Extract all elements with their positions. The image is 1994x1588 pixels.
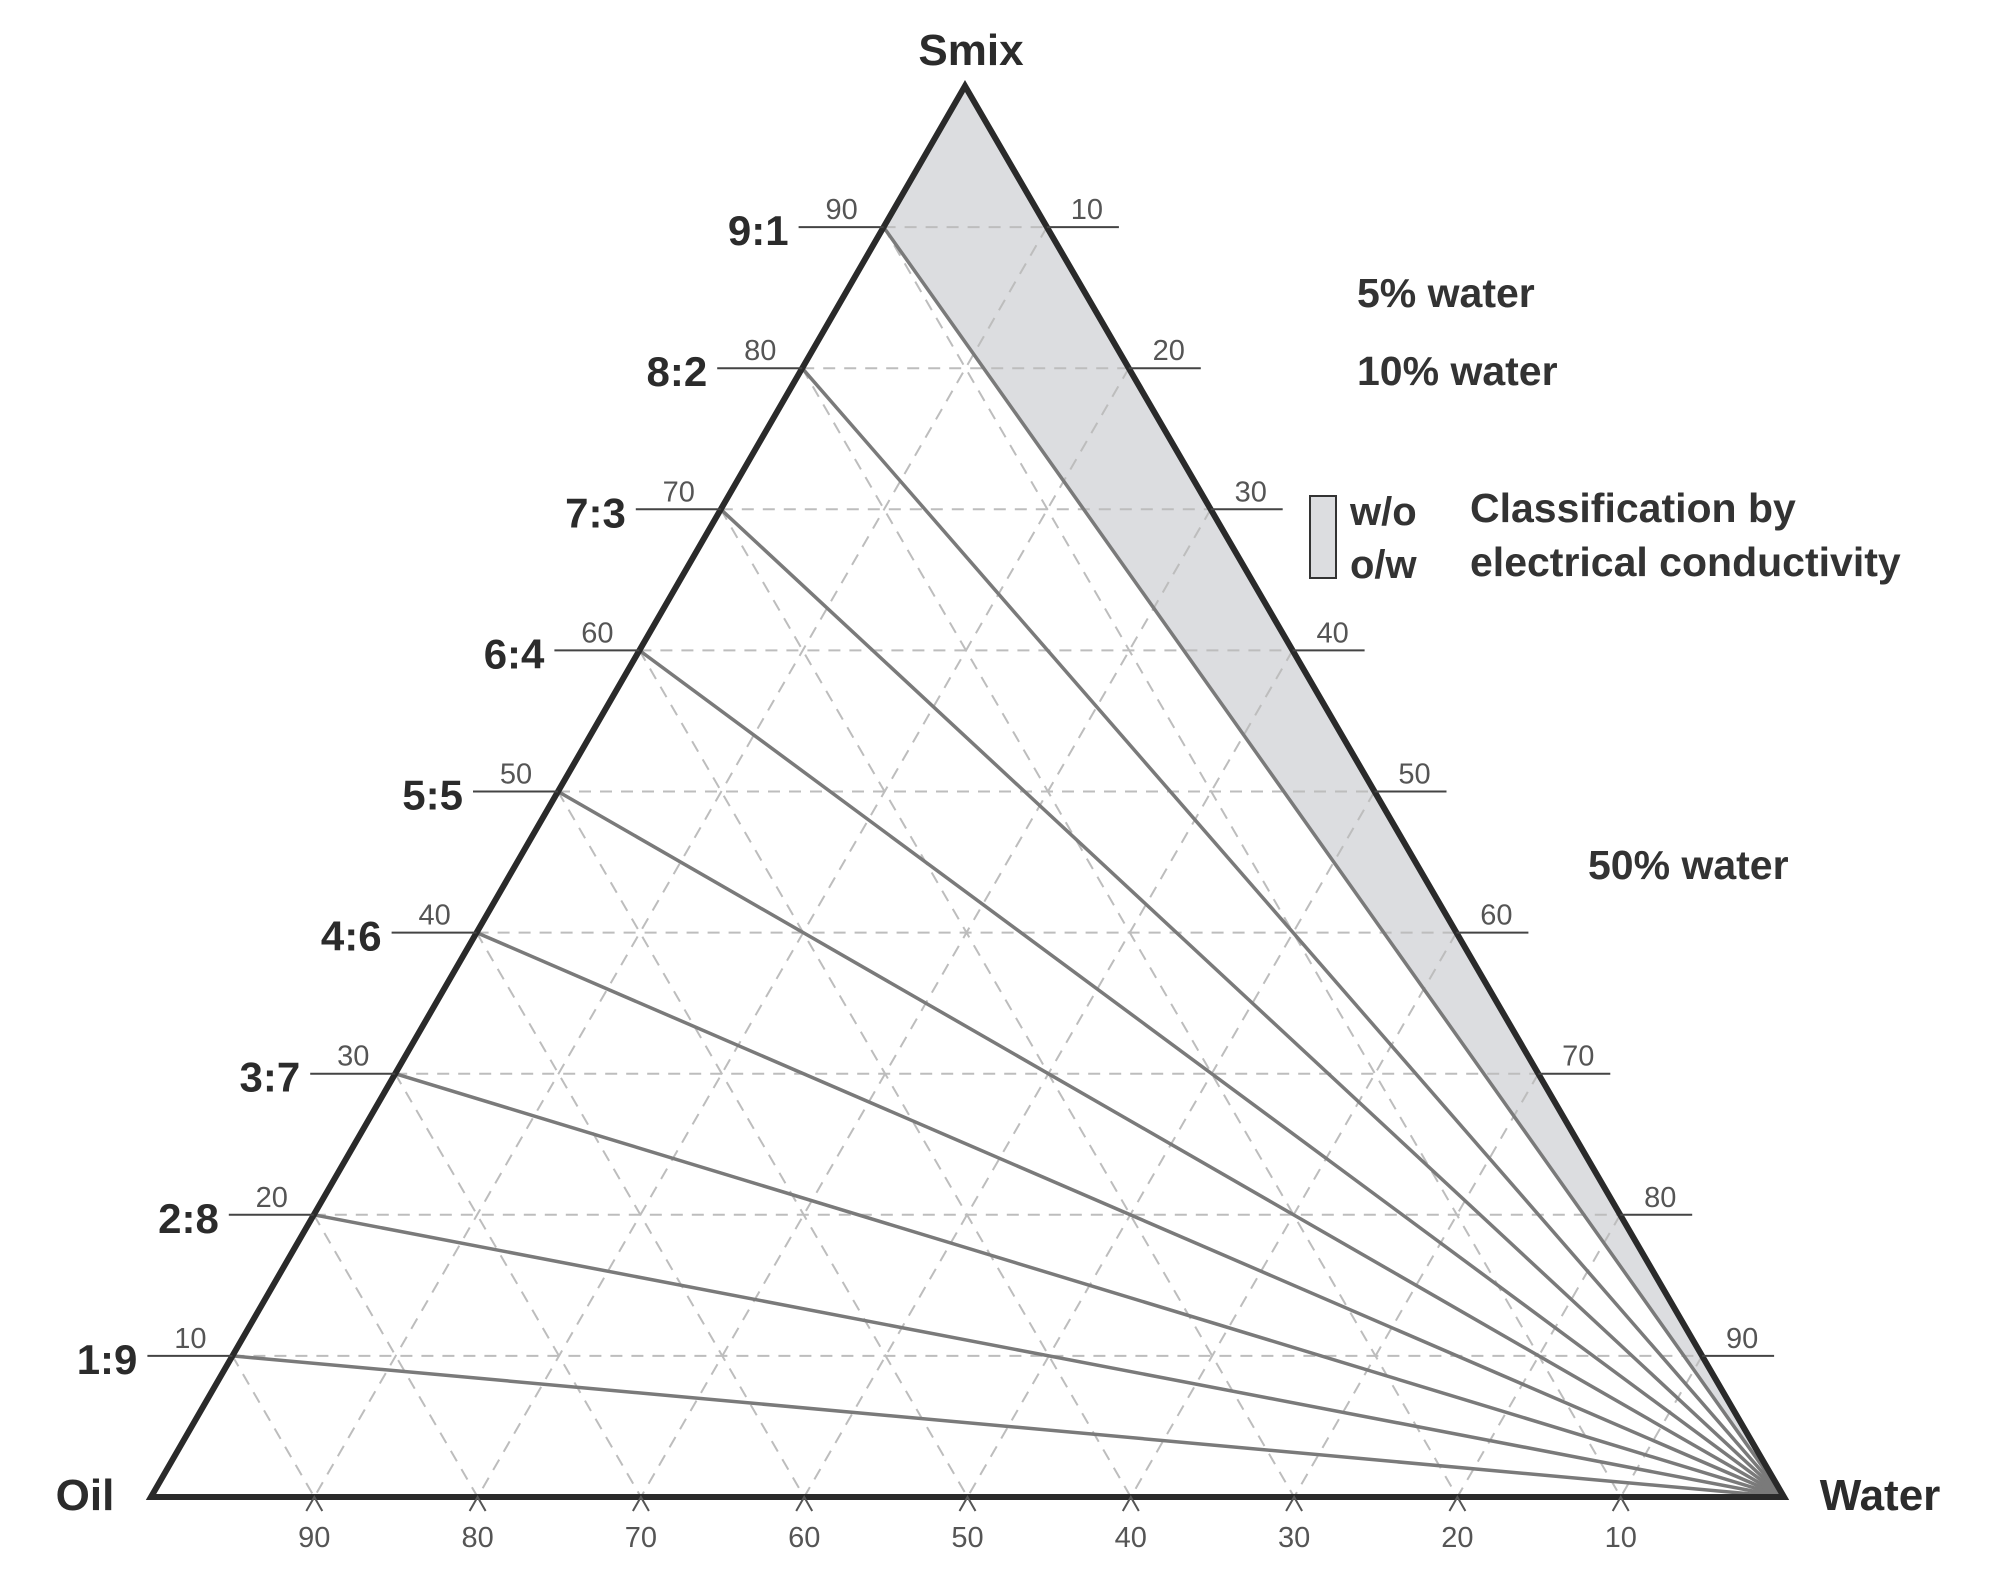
dilution-line xyxy=(394,1072,1785,1499)
legend-text-line2: electrical conductivity xyxy=(1470,539,1901,585)
right-axis-tick-label: 70 xyxy=(1562,1041,1594,1073)
ratio-label: 4:6 xyxy=(321,913,382,960)
legend-symbol-wo: w/o xyxy=(1349,490,1417,534)
grid-layer xyxy=(231,226,1703,1498)
grid-line-water xyxy=(1619,1355,1703,1498)
grid-line-oil xyxy=(231,1355,316,1498)
bottom-axis-tick-label: 60 xyxy=(788,1522,820,1554)
ratio-label: 2:8 xyxy=(158,1195,219,1242)
bottom-axis-tick xyxy=(468,1494,487,1512)
right-axis-tick-label: 50 xyxy=(1398,759,1430,791)
left-axis-tick-label: 80 xyxy=(744,335,776,367)
axis-ticks-layer: 90 80 70 60 50 40 30 20 10 10 20 30 40 50 60 70 80 90 90 80… xyxy=(147,194,1775,1554)
grid-line-oil xyxy=(557,790,969,1498)
bottom-axis-tick-label: 10 xyxy=(1605,1522,1637,1554)
annotation-50-percent-water: 50% water xyxy=(1588,842,1789,888)
bottom-axis-tick xyxy=(1121,1494,1140,1512)
annotation-10-percent-water: 10% water xyxy=(1357,348,1558,394)
vertex-label-oil: Oil xyxy=(56,1471,115,1520)
bottom-axis-tick-label: 30 xyxy=(1278,1522,1310,1554)
left-axis-tick-label: 40 xyxy=(418,900,450,932)
vertex-label-water: Water xyxy=(1820,1471,1941,1520)
bottom-axis-tick-label: 80 xyxy=(461,1522,493,1554)
legend-text-line1: Classification by xyxy=(1470,485,1796,531)
grid-line-oil xyxy=(719,508,1295,1498)
dilution-line xyxy=(475,930,1785,1499)
ratio-label: 3:7 xyxy=(239,1054,300,1101)
dilution-line xyxy=(719,508,1786,1499)
dilution-line xyxy=(882,226,1786,1499)
left-axis-tick-label: 60 xyxy=(581,617,613,649)
right-axis-tick-label: 60 xyxy=(1480,900,1512,932)
right-axis-tick-label: 10 xyxy=(1071,194,1103,226)
dilution-line xyxy=(557,789,1785,1499)
bottom-axis-tick-label: 70 xyxy=(625,1522,657,1554)
left-axis-tick-label: 20 xyxy=(256,1182,288,1214)
left-axis-tick-label: 90 xyxy=(825,194,857,226)
right-axis-tick-label: 80 xyxy=(1644,1182,1676,1214)
bottom-axis-tick xyxy=(1611,1494,1630,1512)
left-axis-tick-label: 50 xyxy=(500,759,532,791)
bottom-axis-tick-label: 20 xyxy=(1441,1522,1473,1554)
bottom-axis-tick xyxy=(958,1494,977,1512)
vertex-label-smix: Smix xyxy=(918,26,1024,75)
right-axis-tick-label: 20 xyxy=(1153,335,1185,367)
grid-line-oil xyxy=(394,1073,642,1498)
bottom-axis-tick-label: 90 xyxy=(298,1522,330,1554)
legend-symbol-ow: o/w xyxy=(1350,543,1418,587)
ratio-label: 6:4 xyxy=(484,630,545,677)
bottom-axis-tick-label: 50 xyxy=(951,1522,983,1554)
shaded-region xyxy=(883,86,1784,1497)
right-axis-tick-label: 90 xyxy=(1726,1323,1758,1355)
dilution-lines-layer xyxy=(232,226,1786,1499)
grid-line-water xyxy=(1293,1073,1540,1498)
dilution-line xyxy=(313,1213,1785,1499)
dilution-line xyxy=(638,648,1786,1499)
bottom-axis-tick-label: 40 xyxy=(1115,1522,1147,1554)
right-axis-tick-label: 30 xyxy=(1235,476,1267,508)
ratio-label: 1:9 xyxy=(77,1336,138,1383)
grid-line-oil xyxy=(475,932,806,1498)
legend-swatch xyxy=(1309,495,1337,579)
bottom-axis-tick xyxy=(305,1494,324,1512)
ratio-label: 7:3 xyxy=(565,489,626,536)
bottom-axis-tick xyxy=(1285,1494,1303,1512)
bottom-axis-tick xyxy=(1448,1494,1467,1512)
right-axis-tick-label: 40 xyxy=(1316,617,1348,649)
grid-line-oil xyxy=(638,649,1132,1498)
grid-line-water xyxy=(313,226,1048,1498)
bottom-axis-tick xyxy=(632,1494,650,1512)
dilution-line xyxy=(800,367,1786,1499)
ratio-label: 9:1 xyxy=(728,207,789,254)
shaded-region-layer xyxy=(883,86,1784,1497)
left-axis-tick-label: 30 xyxy=(337,1041,369,1073)
left-axis-tick-label: 70 xyxy=(663,476,695,508)
ratio-label: 8:2 xyxy=(646,348,707,395)
dilution-line xyxy=(232,1354,1785,1499)
ratio-label: 5:5 xyxy=(402,772,463,819)
annotation-5-percent-water: 5% water xyxy=(1357,270,1535,316)
grid-line-oil xyxy=(882,226,1622,1498)
labels-layer: Smix Oil Water 5% water 10% water 50% wa… xyxy=(56,26,1941,1520)
bottom-axis-tick xyxy=(795,1494,814,1512)
left-axis-tick-label: 10 xyxy=(174,1323,206,1355)
